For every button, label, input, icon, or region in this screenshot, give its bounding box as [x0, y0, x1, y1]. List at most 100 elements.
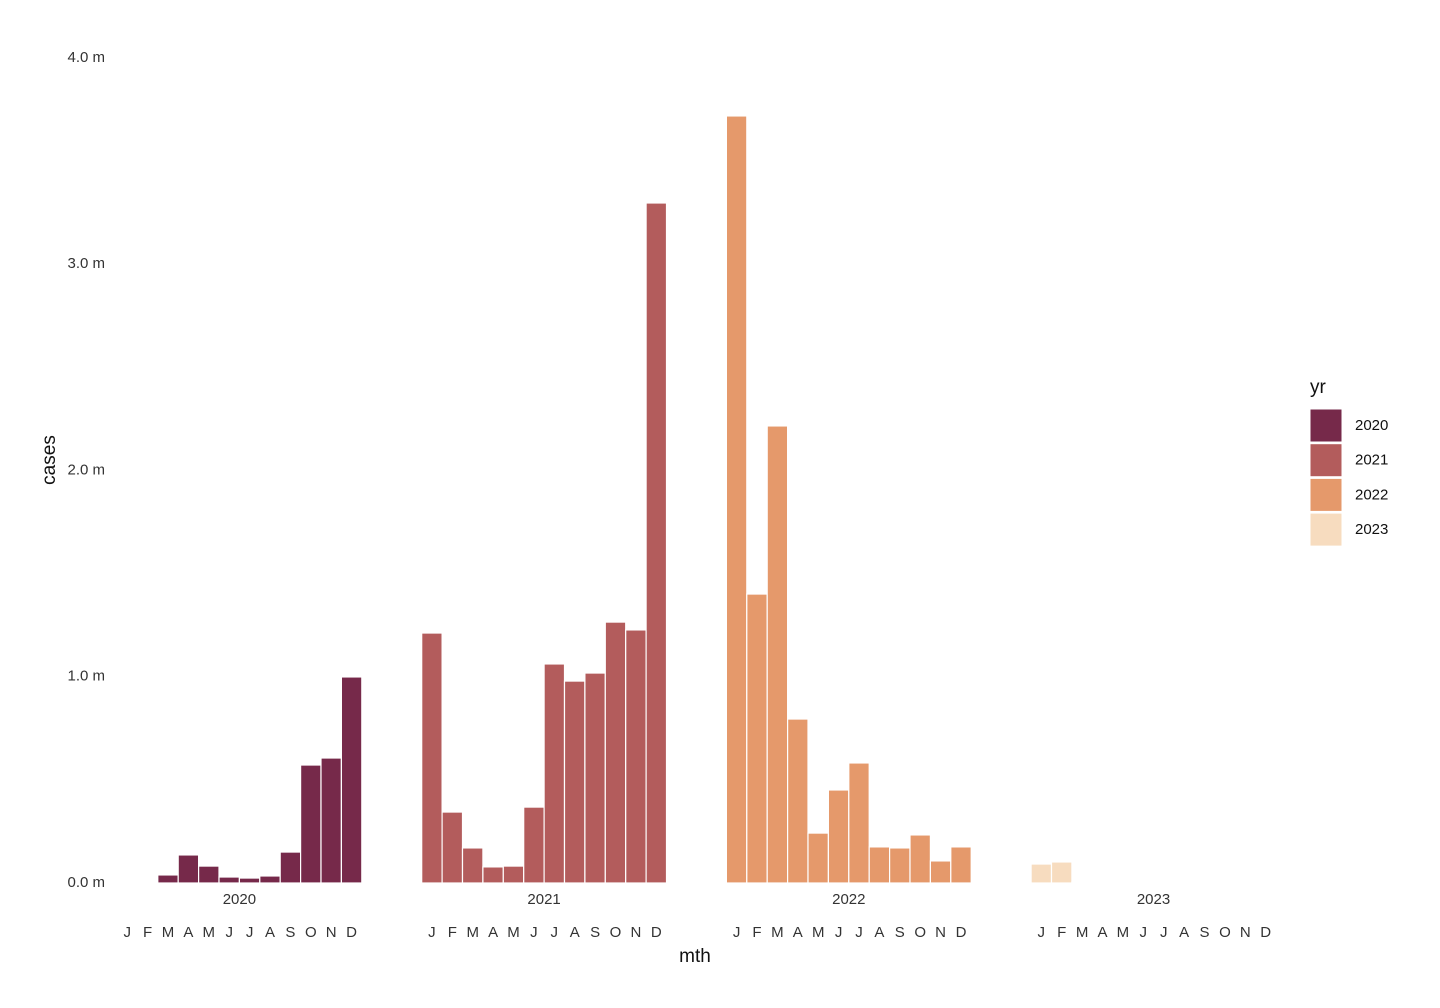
bar	[725, 115, 748, 884]
bar	[604, 621, 627, 884]
bar	[238, 877, 261, 884]
x-tick-label: J	[530, 924, 538, 941]
x-tick-label: D	[346, 924, 357, 941]
bar	[421, 632, 443, 884]
bar	[218, 876, 240, 884]
bar	[807, 832, 829, 884]
x-tick-label: J	[1038, 924, 1046, 941]
x-tick-label: O	[1219, 924, 1231, 941]
bar	[786, 718, 809, 884]
bar	[177, 854, 200, 884]
x-tick-label: S	[1199, 924, 1209, 941]
x-tick-label: J	[551, 924, 559, 941]
bar	[1071, 881, 1093, 884]
bar	[645, 202, 668, 884]
facet-label: 2021	[527, 891, 560, 908]
x-tick-label: O	[914, 924, 926, 941]
x-tick-label: N	[935, 924, 946, 941]
legend-title: yr	[1310, 377, 1327, 398]
x-tick-label: D	[1260, 924, 1271, 941]
bar	[502, 865, 525, 884]
bar	[827, 789, 850, 884]
bar	[950, 846, 972, 884]
bar	[1030, 863, 1053, 884]
bar	[625, 629, 647, 884]
x-axis-label: mth	[679, 946, 711, 967]
bar	[766, 425, 789, 884]
x-tick-label: F	[448, 924, 457, 941]
y-tick-label: 2.0 m	[67, 461, 105, 478]
x-tick-label: M	[812, 924, 825, 941]
legend-label: 2020	[1355, 417, 1388, 434]
y-tick-label: 4.0 m	[67, 49, 105, 66]
x-tick-label: J	[246, 924, 254, 941]
x-tick-label: A	[183, 924, 193, 941]
x-tick-label: J	[1140, 924, 1148, 941]
bar	[523, 806, 545, 884]
x-tick-label: J	[733, 924, 741, 941]
x-tick-label: F	[143, 924, 152, 941]
legend-label: 2023	[1355, 521, 1388, 538]
x-tick-label: A	[874, 924, 884, 941]
x-tick-label: J	[225, 924, 233, 941]
facet-label: 2023	[1137, 891, 1170, 908]
bar	[441, 811, 464, 884]
bar	[888, 847, 911, 884]
x-tick-label: O	[610, 924, 622, 941]
x-tick-label: D	[651, 924, 662, 941]
legend-label: 2022	[1355, 486, 1388, 503]
x-tick-label: J	[1160, 924, 1168, 941]
bar	[279, 851, 302, 884]
bar	[300, 764, 322, 884]
x-tick-label: J	[855, 924, 863, 941]
y-axis-label: cases	[39, 435, 60, 485]
legend-key	[1309, 477, 1343, 512]
x-tick-label: D	[956, 924, 967, 941]
x-tick-label: F	[752, 924, 761, 941]
bar	[848, 762, 870, 884]
x-tick-label: M	[466, 924, 479, 941]
x-tick-label: A	[1097, 924, 1107, 941]
x-tick-label: O	[305, 924, 317, 941]
x-tick-label: J	[428, 924, 436, 941]
y-tick-label: 3.0 m	[67, 255, 105, 272]
x-tick-label: A	[488, 924, 498, 941]
x-tick-label: A	[570, 924, 580, 941]
y-tick-label: 1.0 m	[67, 668, 105, 685]
legend-key	[1309, 408, 1343, 443]
bar	[482, 866, 504, 884]
bar	[584, 672, 606, 884]
bar	[868, 846, 891, 884]
bar	[340, 676, 363, 884]
x-tick-label: S	[285, 924, 295, 941]
x-tick-label: A	[1179, 924, 1189, 941]
bar	[461, 847, 484, 884]
x-tick-label: S	[895, 924, 905, 941]
x-tick-label: M	[507, 924, 520, 941]
x-tick-label: N	[1240, 924, 1251, 941]
x-tick-label: N	[630, 924, 641, 941]
legend-key	[1309, 443, 1343, 478]
bar	[1050, 861, 1073, 884]
bar	[929, 860, 952, 884]
x-tick-label: F	[1057, 924, 1066, 941]
legend-key	[1309, 512, 1343, 547]
legend-label: 2021	[1355, 452, 1388, 469]
y-tick-label: 0.0 m	[67, 874, 105, 891]
x-tick-label: M	[203, 924, 216, 941]
facet-label: 2022	[832, 891, 865, 908]
x-tick-label: M	[162, 924, 175, 941]
bar	[198, 865, 220, 884]
x-tick-label: A	[265, 924, 275, 941]
bar	[543, 663, 566, 884]
x-tick-label: M	[1076, 924, 1089, 941]
x-tick-label: J	[835, 924, 843, 941]
bar	[259, 875, 281, 884]
x-tick-label: J	[123, 924, 131, 941]
x-tick-label: A	[793, 924, 803, 941]
x-tick-label: N	[326, 924, 337, 941]
facet-label: 2020	[223, 891, 256, 908]
x-tick-label: M	[1117, 924, 1130, 941]
x-tick-label: M	[771, 924, 784, 941]
